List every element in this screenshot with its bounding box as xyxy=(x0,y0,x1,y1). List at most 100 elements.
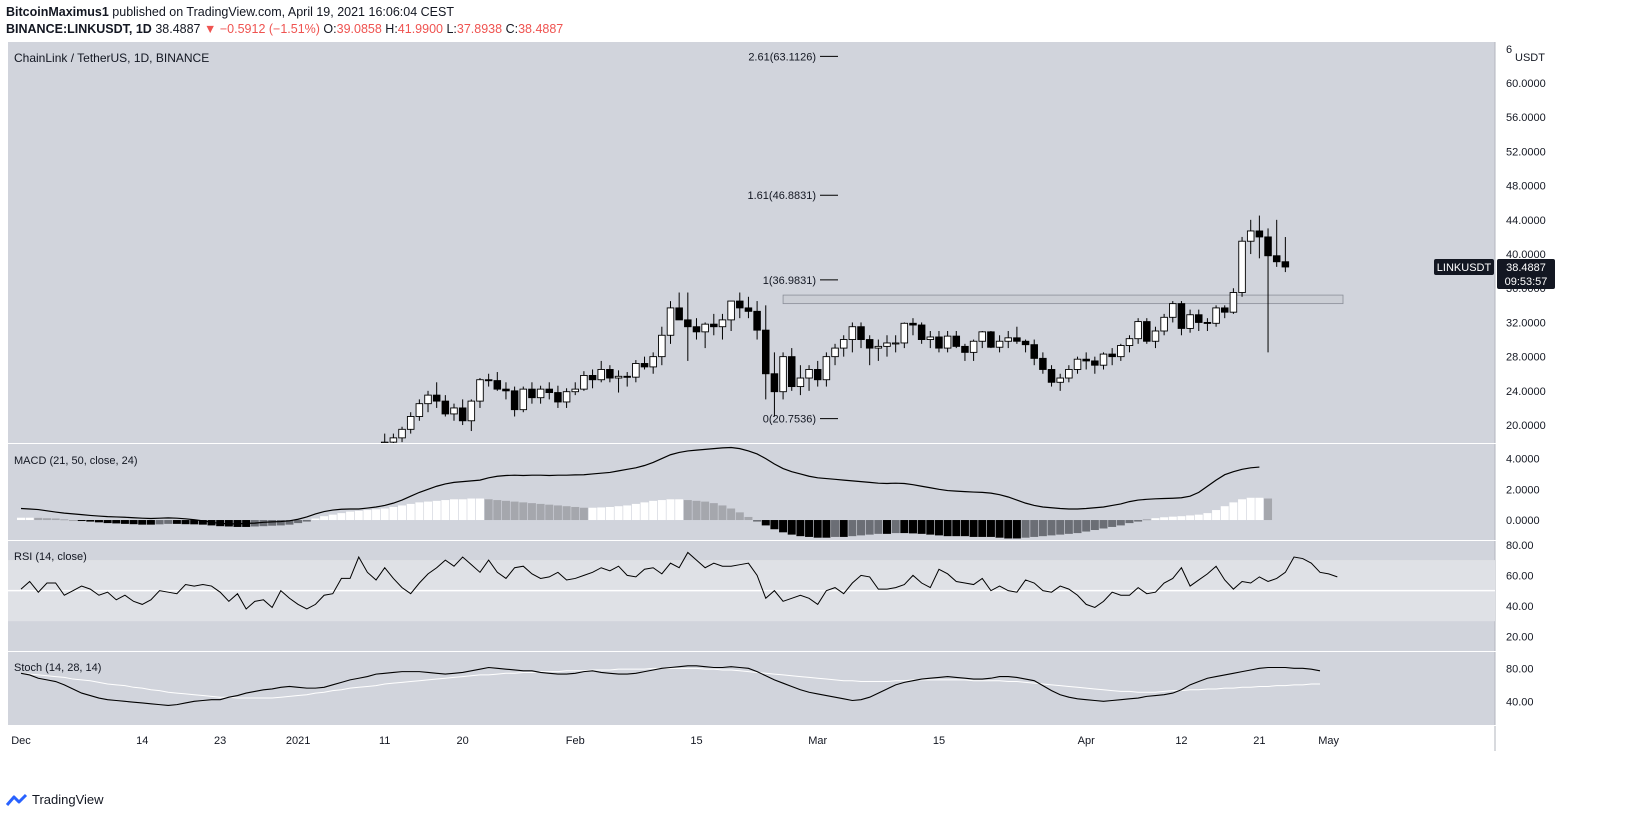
macd-histogram-bar xyxy=(1177,516,1186,521)
fib-level-label: 1(36.9831) xyxy=(763,275,816,287)
open-value: 39.0858 xyxy=(336,22,382,36)
macd-histogram-bar xyxy=(666,499,675,521)
macd-histogram-bar xyxy=(450,499,458,521)
bullish-candle xyxy=(1246,230,1255,242)
price-axis-unit: USDT xyxy=(1515,52,1545,64)
macd-histogram-bar xyxy=(709,503,718,521)
bearish-candle xyxy=(1264,236,1272,257)
macd-histogram-bar xyxy=(129,520,138,525)
time-tick-label: 14 xyxy=(136,735,148,747)
macd-histogram-bar xyxy=(969,520,978,537)
macd-histogram-bar xyxy=(224,520,233,527)
macd-histogram-bar xyxy=(536,503,545,521)
macd-histogram-bar xyxy=(683,500,692,521)
open-label: O: xyxy=(323,22,337,36)
bullish-candle xyxy=(476,379,484,402)
price-tick-label: 60.0000 xyxy=(1506,78,1546,90)
bullish-candle xyxy=(632,363,640,378)
bearish-candle xyxy=(1030,344,1038,359)
macd-histogram-bar xyxy=(1038,520,1047,537)
bullish-candle xyxy=(943,335,952,349)
bearish-candle xyxy=(1082,358,1090,362)
macd-histogram-bar xyxy=(657,500,666,521)
tradingview-footer[interactable]: TradingView xyxy=(6,792,104,807)
published-text: published on TradingView.com, April 19, … xyxy=(112,5,454,19)
bar-countdown: 09:53:57 xyxy=(1505,276,1548,288)
macd-histogram-bar xyxy=(1073,520,1082,534)
bullish-candle xyxy=(1117,345,1125,358)
time-tick-label: May xyxy=(1318,735,1339,747)
macd-histogram-bar xyxy=(372,509,381,521)
bullish-candle xyxy=(406,416,415,430)
bullish-candle xyxy=(701,323,709,333)
bearish-candle xyxy=(1108,353,1116,358)
macd-histogram-bar xyxy=(25,517,34,521)
high-label: H: xyxy=(385,22,398,36)
bearish-candle xyxy=(675,307,683,321)
bearish-candle xyxy=(1039,357,1047,370)
last-price-symbol: LINKUSDT xyxy=(1437,262,1492,274)
macd-histogram-bar xyxy=(1134,520,1143,522)
time-tick-label: Feb xyxy=(566,735,585,747)
bearish-candle xyxy=(1021,340,1030,346)
bullish-candle xyxy=(969,340,978,353)
low-label: L: xyxy=(446,22,457,36)
macd-histogram-bar xyxy=(146,520,155,525)
bullish-candle xyxy=(848,326,857,340)
bearish-candle xyxy=(1272,255,1281,263)
macd-histogram-bar xyxy=(960,520,969,537)
macd-histogram-bar xyxy=(172,520,181,524)
macd-histogram-bar xyxy=(276,520,285,526)
high-value: 41.9900 xyxy=(397,22,443,36)
bearish-candle xyxy=(1177,303,1186,329)
time-tick-label: 12 xyxy=(1175,735,1187,747)
macd-histogram-bar xyxy=(190,520,199,525)
macd-histogram-bar xyxy=(692,500,701,521)
rsi-tick-label: 80.00 xyxy=(1506,540,1534,552)
macd-histogram-bar xyxy=(770,520,779,530)
macd-histogram-bar xyxy=(363,510,372,521)
macd-tick-label: 4.0000 xyxy=(1506,454,1540,466)
macd-histogram-bar xyxy=(311,518,320,521)
resistance-zone xyxy=(782,294,1344,305)
publisher-name[interactable]: BitcoinMaximus1 xyxy=(6,5,109,19)
time-tick-label: 21 xyxy=(1253,735,1265,747)
macd-histogram-bar xyxy=(493,500,502,521)
macd-histogram-bar xyxy=(441,500,450,521)
bullish-candle xyxy=(727,300,735,321)
macd-histogram-bar xyxy=(753,520,762,522)
macd-histogram-bar xyxy=(727,508,736,521)
macd-histogram-bar xyxy=(34,517,43,521)
bearish-candle xyxy=(1047,369,1056,383)
macd-histogram-bar xyxy=(926,520,935,535)
bullish-candle xyxy=(597,369,605,381)
chart-canvas[interactable]: ChainLink / TetherUS, 1D, BINANCE660.000… xyxy=(0,0,1627,790)
bearish-candle xyxy=(684,319,692,328)
bearish-candle xyxy=(865,339,874,349)
bearish-candle xyxy=(606,369,614,379)
price-tick-label: 6 xyxy=(1506,44,1512,56)
stoch-title: Stoch (14, 28, 14) xyxy=(14,662,101,674)
macd-histogram-bar xyxy=(406,503,415,521)
close-value: 38.4887 xyxy=(518,22,564,36)
macd-histogram-bar xyxy=(744,516,753,521)
macd-tick-label: 2.0000 xyxy=(1506,484,1540,496)
bullish-candle xyxy=(978,331,987,342)
bullish-candle xyxy=(1073,358,1082,370)
macd-histogram-bar xyxy=(649,500,658,521)
time-tick-label: 2021 xyxy=(286,735,310,747)
macd-histogram-bar xyxy=(1125,520,1134,524)
bearish-candle xyxy=(909,322,917,326)
bullish-candle xyxy=(1186,314,1194,329)
rsi-title: RSI (14, close) xyxy=(14,551,87,563)
time-tick-label: Dec xyxy=(11,735,31,747)
bullish-candle xyxy=(839,339,848,349)
bearish-candle xyxy=(1203,321,1212,324)
macd-histogram-bar xyxy=(1108,520,1117,527)
fib-level-label: 0(20.7536) xyxy=(763,414,816,426)
bearish-candle xyxy=(484,379,493,382)
macd-histogram-bar xyxy=(354,510,363,521)
macd-histogram-bar xyxy=(597,507,606,521)
bullish-candle xyxy=(658,334,666,358)
macd-histogram-bar xyxy=(1220,506,1229,521)
